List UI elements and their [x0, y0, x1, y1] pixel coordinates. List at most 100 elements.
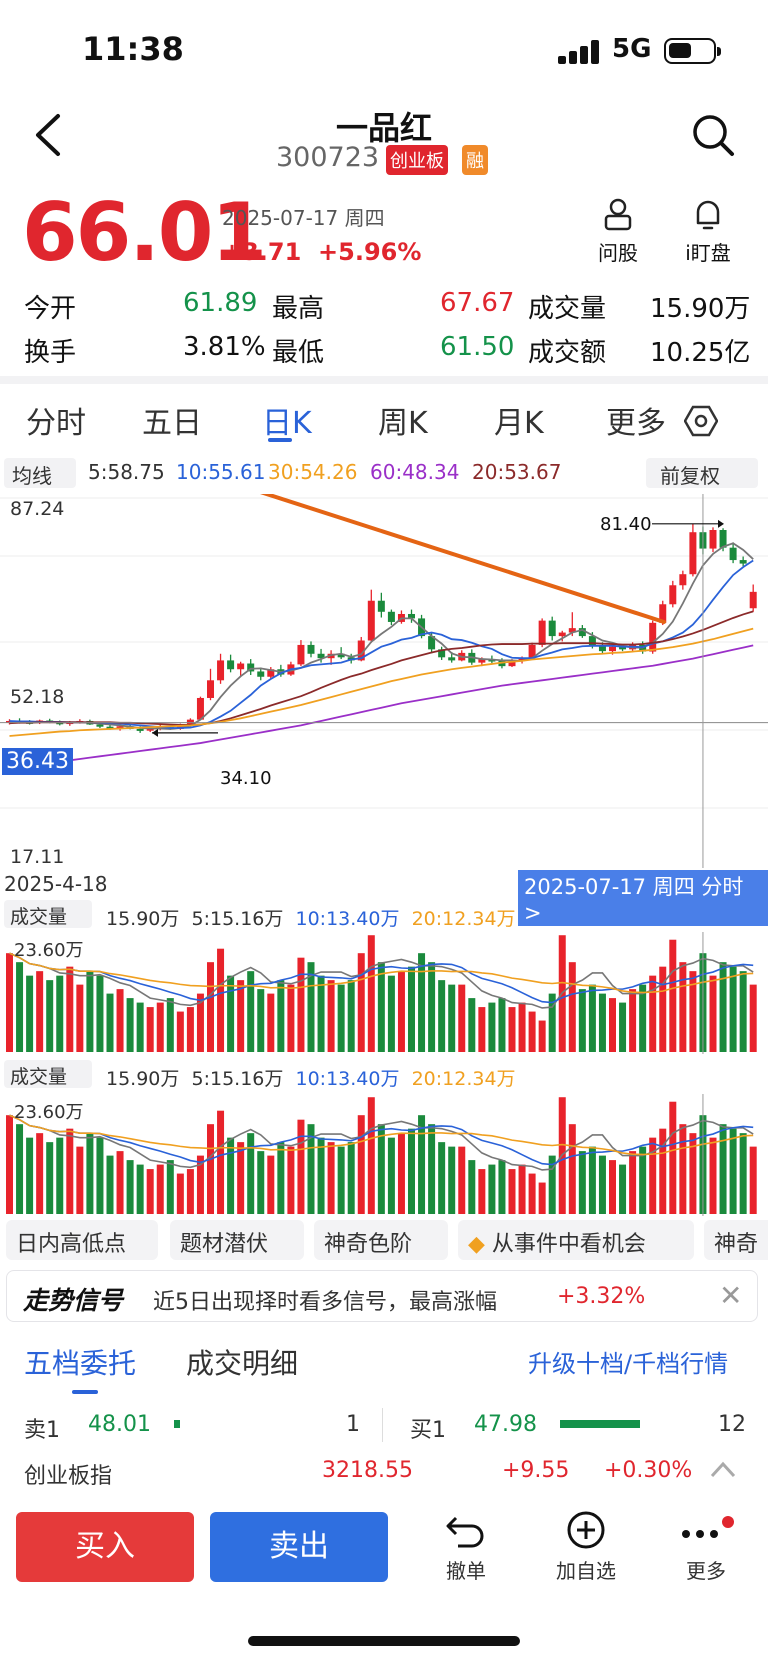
undo-button[interactable]: 撤单 [436, 1510, 496, 1584]
volume-bar [36, 971, 44, 1052]
candle [669, 585, 677, 605]
buy-button[interactable]: 买入 [16, 1512, 194, 1582]
volume-bar [518, 1164, 526, 1214]
volume-bar [538, 1020, 546, 1052]
settings-button[interactable] [683, 404, 719, 442]
volume-bar [207, 1124, 214, 1214]
back-button[interactable] [30, 110, 70, 160]
watch-button[interactable]: i盯盘 [676, 196, 740, 266]
board-badge: 创业板 [386, 145, 448, 175]
more-dots-icon [682, 1516, 734, 1538]
tab-more[interactable]: 更多 [606, 406, 666, 441]
buy1-price: 47.98 [474, 1412, 537, 1437]
volume-bar [438, 1142, 446, 1214]
volume-bar [6, 953, 13, 1052]
ma-selector[interactable]: 均线 [4, 458, 76, 488]
close-icon[interactable]: ✕ [719, 1279, 743, 1312]
tab-monthly-k[interactable]: 月K [494, 406, 544, 441]
volume-bar [729, 966, 737, 1052]
plus-circle-icon [567, 1511, 605, 1549]
expand-button[interactable] [708, 1456, 738, 1486]
status-time: 11:38 [82, 30, 184, 68]
ask-stock-button[interactable]: 问股 [590, 196, 646, 266]
volume-bar [689, 1133, 697, 1214]
volume-bar [46, 1142, 54, 1214]
tab-trade-detail[interactable]: 成交明细 [186, 1347, 299, 1380]
volume-bar [669, 1101, 677, 1214]
volume-bar [377, 962, 385, 1052]
candle [337, 653, 345, 658]
volume-bar [367, 1097, 375, 1214]
volume-bar [337, 984, 345, 1052]
volume-bar [377, 1124, 385, 1214]
volume-bar [257, 989, 265, 1052]
tag-theme-ambush[interactable]: 题材潜伏 [170, 1220, 304, 1260]
tab-five-level[interactable]: 五档委托 [24, 1347, 137, 1380]
tab-daily-k[interactable]: 日K [262, 406, 312, 441]
price-change: +3.71 +5.96% [222, 238, 422, 266]
volume-bar [518, 1002, 526, 1052]
volume-ma-10 [9, 1114, 754, 1166]
volume-chart-1[interactable] [0, 932, 768, 1054]
volume-bar [428, 962, 436, 1052]
candle [257, 671, 265, 677]
candle [297, 644, 305, 665]
volume-bar [347, 980, 355, 1052]
tag-magic-color[interactable]: 神奇色阶 [314, 1220, 448, 1260]
tab-intraday[interactable]: 分时 [26, 406, 86, 441]
candle [176, 724, 184, 729]
sell1-bar [174, 1420, 180, 1428]
watch-label: i盯盘 [685, 241, 731, 265]
more-button[interactable]: 更多 [676, 1510, 736, 1584]
tab-indicator [268, 438, 292, 442]
volume-bar [418, 953, 426, 1052]
candle [307, 644, 315, 654]
volume-ma-10 [9, 952, 754, 1004]
search-button[interactable] [690, 112, 736, 158]
sell1-price: 48.01 [88, 1412, 151, 1437]
high-arrowhead [718, 519, 724, 528]
settings-hexagon-icon [683, 405, 719, 437]
high-value: 67.67 [440, 288, 515, 318]
volume-bar [659, 1128, 667, 1214]
start-date: 2025-4-18 [4, 872, 108, 896]
volume-bar [428, 1124, 436, 1214]
volume-bar [237, 1142, 245, 1214]
tag-intraday-high-low[interactable]: 日内高低点 [6, 1220, 158, 1260]
volume-bar [619, 1002, 627, 1052]
tab-weekly-k[interactable]: 周K [378, 406, 428, 441]
signal-gain: +3.32% [557, 1284, 646, 1309]
signal-banner[interactable]: 走势信号 近5日出现择时看多信号，最高涨幅 +3.32% ✕ [6, 1270, 758, 1322]
tab-five-day[interactable]: 五日 [142, 406, 202, 441]
candle [438, 649, 446, 658]
add-watchlist-button[interactable]: 加自选 [548, 1510, 624, 1584]
cursor-date-tag[interactable]: 2025-07-17 周四 分时 > [518, 870, 768, 926]
volume-bar [116, 1151, 124, 1214]
volume-bar [96, 1137, 104, 1214]
low-label: 最低 [272, 338, 325, 368]
volume-bar [478, 1007, 486, 1052]
tag-magic-more[interactable]: 神奇 [704, 1220, 768, 1260]
candle [528, 644, 536, 659]
volume-selector-1[interactable]: 成交量 [4, 900, 92, 928]
volume-bar [458, 1146, 466, 1214]
volume-bar [578, 989, 586, 1052]
vol-ma-2: 15.90万 5:15.16万 10:13.40万 20:12.34万 [106, 1068, 516, 1090]
volume-selector-2[interactable]: 成交量 [4, 1060, 92, 1088]
volume-bar [26, 975, 34, 1052]
ma20-value: 20:53.67 [472, 460, 562, 484]
volume-bar [237, 980, 245, 1052]
kline-chart[interactable] [0, 494, 768, 868]
sell-button[interactable]: 卖出 [210, 1512, 388, 1582]
candle [428, 636, 436, 650]
volume-bar [357, 1115, 365, 1214]
turnover-value: 3.81% [183, 332, 266, 362]
volume-chart-2[interactable] [0, 1094, 768, 1216]
volume-bar [96, 975, 104, 1052]
tag-event-opportunity[interactable]: ◆ 从事件中看机会 [458, 1220, 694, 1260]
volume-bar [578, 1151, 586, 1214]
candle [317, 653, 325, 659]
adjust-selector[interactable]: 前复权 [646, 458, 758, 488]
volume-value: 15.90万 [650, 294, 751, 324]
upgrade-link[interactable]: 升级十档/千档行情 [528, 1350, 729, 1378]
